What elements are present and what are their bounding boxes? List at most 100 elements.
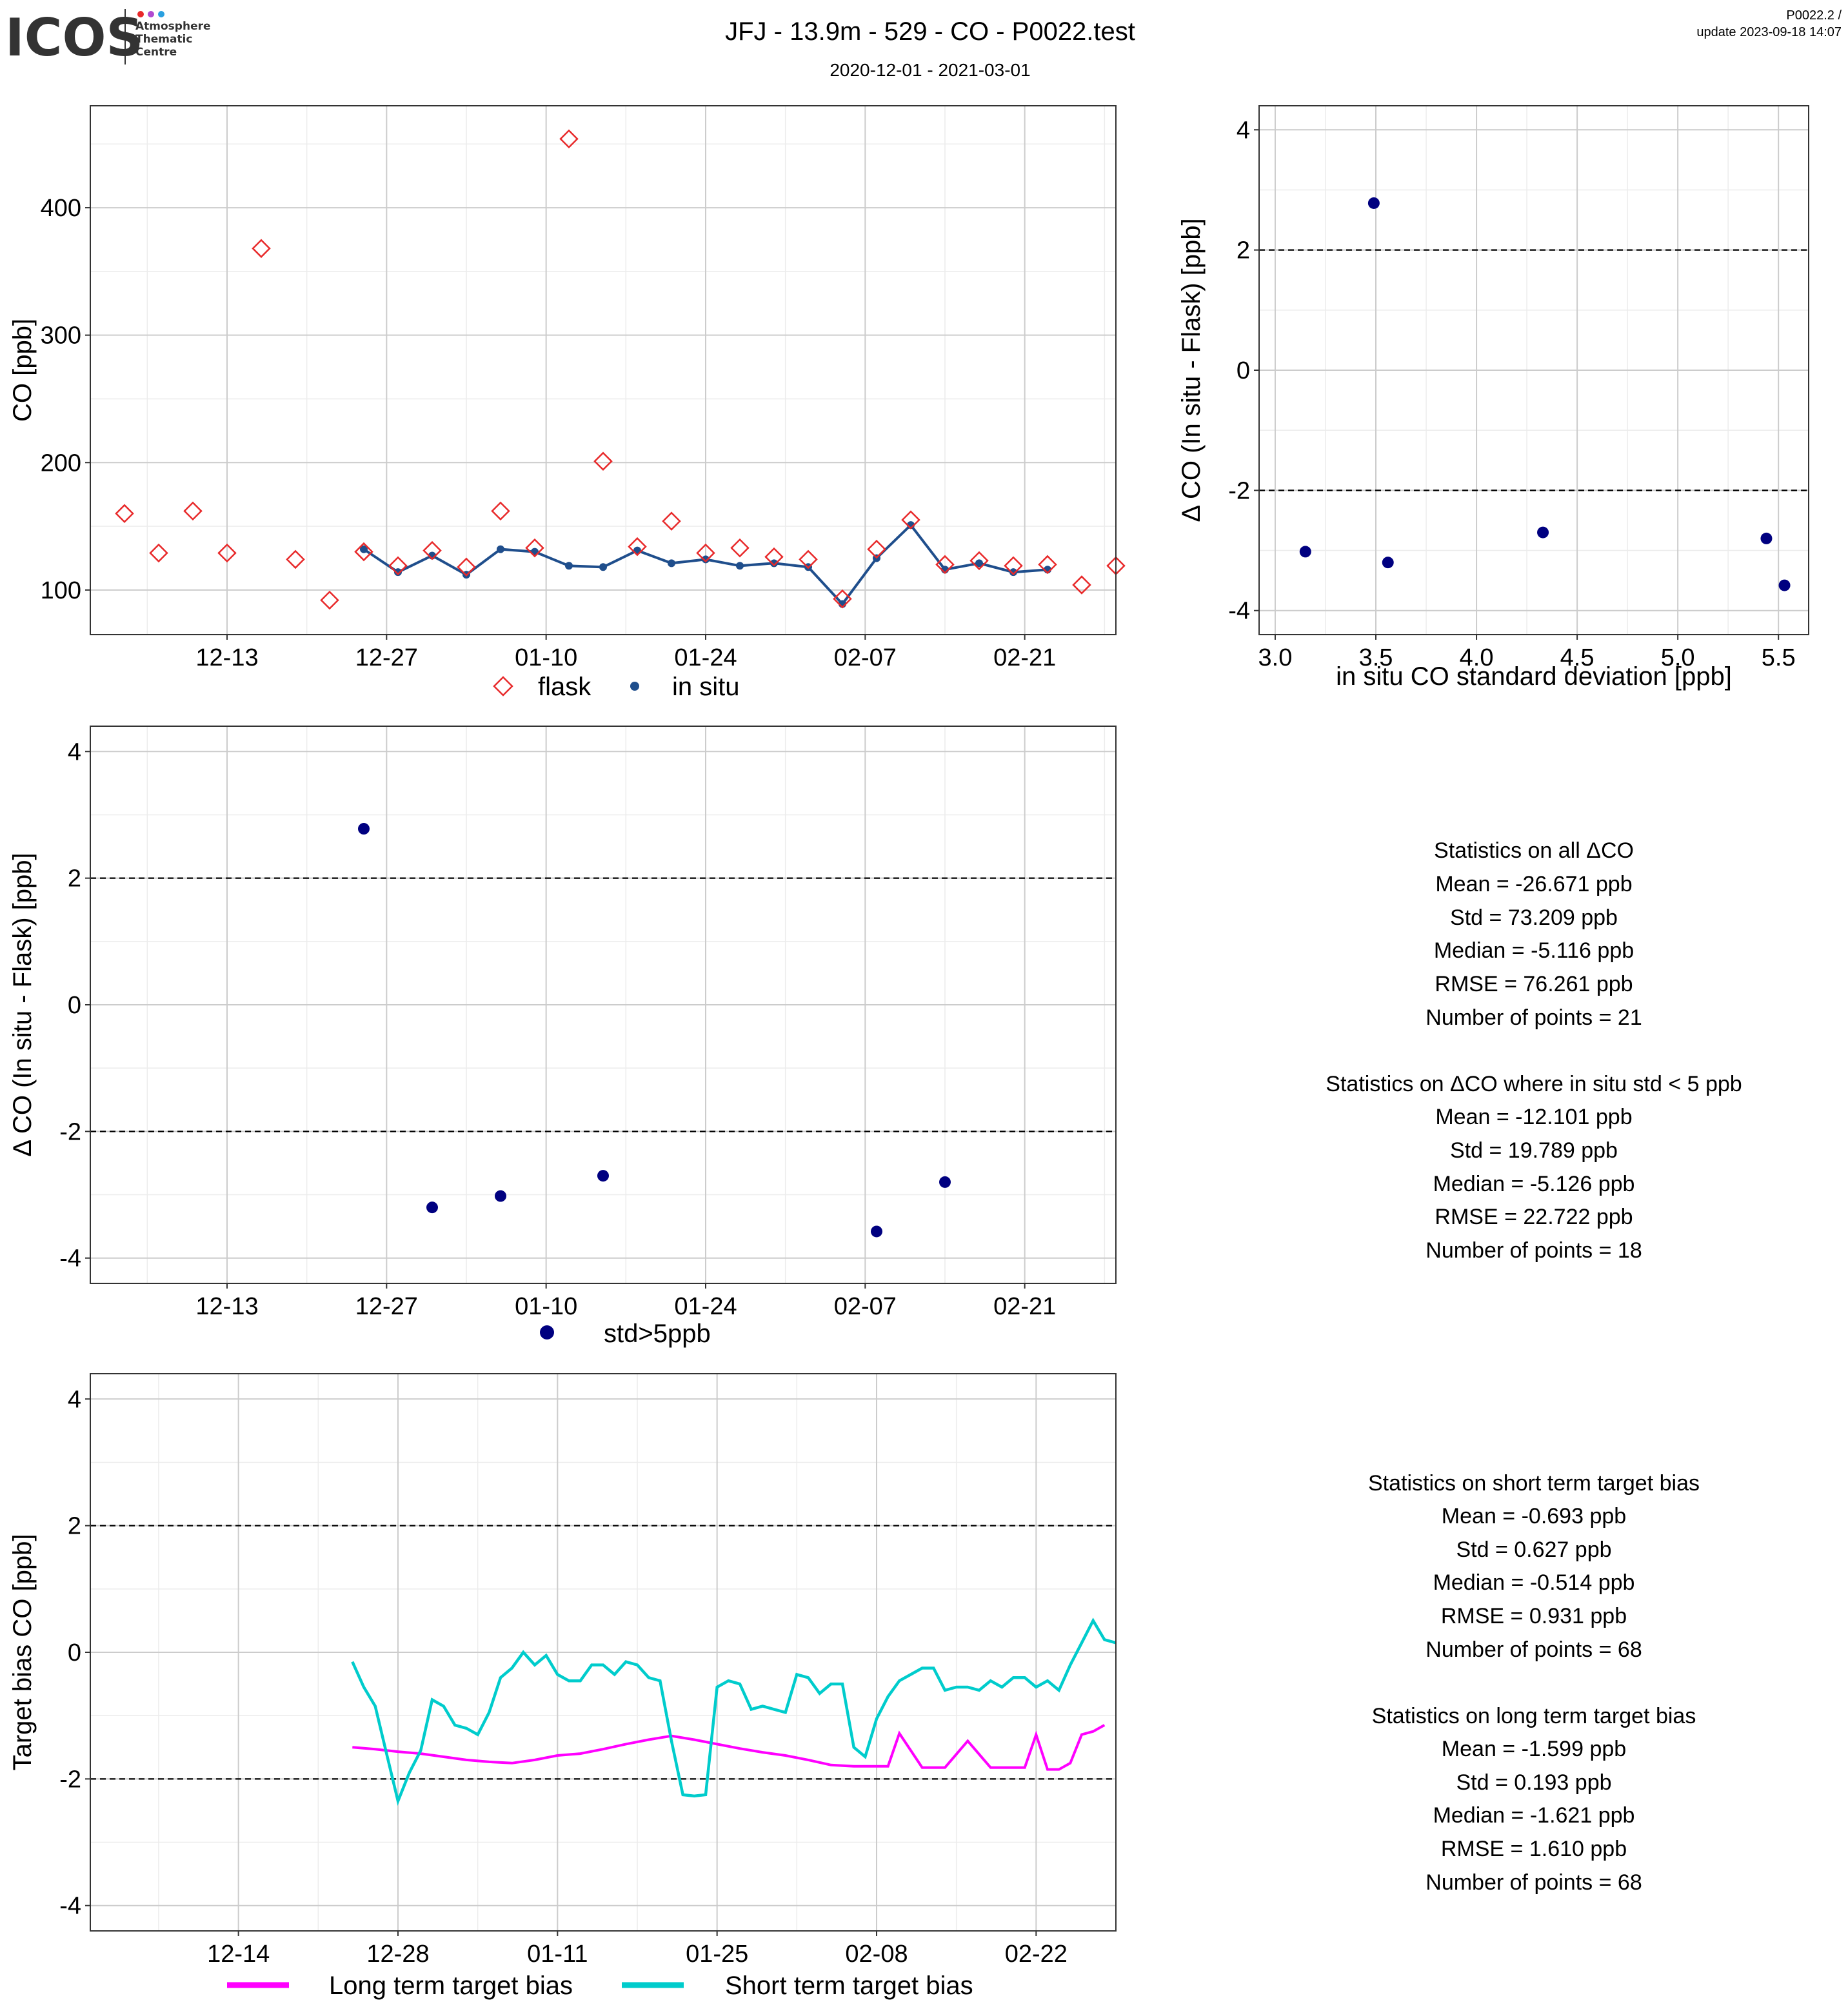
flask-point xyxy=(149,543,168,563)
x-tick-label: 12-13 xyxy=(195,1293,258,1320)
icos-logo: ICOS Atmosphere Thematic Centre xyxy=(5,8,211,68)
stats-line: Mean = -0.693 ppb xyxy=(1442,1504,1626,1528)
x-tick-label: 02-22 xyxy=(1005,1941,1068,1968)
stats-line: Std = 0.193 ppb xyxy=(1456,1770,1611,1795)
panel-delta-vs-time: -4 -2 0 2 4 12-13 12-27 01-10 01-24 02-07 02-21 Δ … xyxy=(8,726,1117,1348)
stats-line: Median = -1.621 ppb xyxy=(1433,1803,1635,1828)
logo-sub-3: Centre xyxy=(135,46,177,59)
delta-point xyxy=(1537,526,1549,539)
flask-point xyxy=(1038,555,1057,575)
stats-line: RMSE = 1.610 ppb xyxy=(1441,1837,1627,1861)
insitu-point xyxy=(394,568,402,577)
x-tick-label: 01-11 xyxy=(527,1941,588,1968)
x-tick-label: 02-21 xyxy=(993,644,1056,671)
delta-point xyxy=(426,1201,438,1214)
flask-point xyxy=(799,549,818,569)
ylabel-target-bias: Target bias CO [ppb] xyxy=(8,1534,37,1771)
insitu-point xyxy=(770,559,778,568)
ticks-timeseries: 100 200 300 400 12-13 12-27 01-10 01-24 02-07 02-… xyxy=(41,195,1057,671)
y-tick-label: -2 xyxy=(59,1118,81,1145)
flask-point xyxy=(252,239,271,259)
series-delta-vs-std xyxy=(1299,197,1791,591)
flask-point xyxy=(833,589,852,609)
y-tick-label: -4 xyxy=(59,1893,81,1920)
legend-flask-label: flask xyxy=(538,673,591,701)
flask-point xyxy=(183,501,203,521)
insitu-point xyxy=(668,559,675,568)
flask-point xyxy=(286,549,305,569)
y-tick-label: -2 xyxy=(1228,477,1250,504)
y-tick-label: 300 xyxy=(41,322,81,350)
insitu-point xyxy=(736,562,744,570)
flask-point xyxy=(662,511,681,531)
delta-point xyxy=(1367,197,1380,209)
ticks-delta-vs-time: -4 -2 0 2 4 12-13 12-27 01-10 01-24 02-07 02-21 xyxy=(59,738,1056,1320)
flask-point xyxy=(730,538,750,558)
grid-target-bias xyxy=(90,1374,1117,1931)
y-tick-label: 4 xyxy=(68,1386,81,1413)
y-tick-label: 2 xyxy=(68,865,81,893)
y-tick-label: 400 xyxy=(41,195,81,222)
stats-all-delta: Statistics on all ΔCO Mean = -26.671 ppb… xyxy=(1426,838,1642,1030)
series-delta-vs-time xyxy=(358,823,951,1238)
delta-point xyxy=(1299,546,1311,558)
y-tick-label: 0 xyxy=(68,1639,81,1666)
stats-filtered-delta: Statistics on ΔCO where in situ std < 5 … xyxy=(1326,1072,1742,1263)
flask-point xyxy=(867,539,886,559)
x-tick-label: 12-28 xyxy=(366,1941,429,1968)
ticks-delta-vs-std: -4 -2 0 2 4 3.0 3.5 4.0 4.5 5.0 5.5 xyxy=(1228,117,1795,671)
legend-long-term-label: Long term target bias xyxy=(329,1972,573,2000)
y-tick-label: -4 xyxy=(1228,598,1250,625)
legend-target-bias: Long term target bias Short term target … xyxy=(227,1972,973,2000)
flask-point xyxy=(320,590,339,610)
grid-delta-vs-time xyxy=(90,726,1116,1283)
stats-line: Number of points = 21 xyxy=(1426,1005,1642,1030)
x-tick-label: 02-07 xyxy=(834,644,897,671)
stats-short-term: Statistics on short term target bias Mea… xyxy=(1368,1471,1700,1662)
flask-point xyxy=(457,557,476,577)
y-tick-label: 0 xyxy=(68,992,81,1019)
x-tick-label: 01-10 xyxy=(515,644,577,671)
series-timeseries xyxy=(115,129,1126,610)
stats-line: Mean = -1.599 ppb xyxy=(1442,1737,1626,1761)
logo-text: ICOS xyxy=(5,8,143,68)
flask-point xyxy=(1072,575,1091,595)
insitu-point xyxy=(1009,568,1017,577)
stats-line: Median = -5.126 ppb xyxy=(1433,1172,1635,1196)
stats-heading: Statistics on all ΔCO xyxy=(1434,838,1634,863)
legend-std-label: std>5ppb xyxy=(604,1320,711,1348)
stats-line: RMSE = 22.722 ppb xyxy=(1435,1205,1633,1229)
grid-timeseries xyxy=(90,106,1116,635)
flask-point xyxy=(559,129,579,149)
logo-dot-1 xyxy=(137,11,144,17)
x-tick-label: 3.5 xyxy=(1359,644,1393,671)
legend-flask-marker xyxy=(493,676,513,697)
x-tick-label: 12-27 xyxy=(355,1293,418,1320)
flask-point xyxy=(764,547,784,567)
x-tick-label: 5.5 xyxy=(1762,644,1796,671)
flask-point xyxy=(422,540,442,560)
short-term-bias-line xyxy=(351,1617,1117,1806)
delta-point xyxy=(1382,557,1394,569)
stats-line: Median = -0.514 ppb xyxy=(1433,1570,1635,1595)
flask-point xyxy=(628,537,647,557)
x-tick-label: 4.5 xyxy=(1560,644,1595,671)
stats-line: RMSE = 0.931 ppb xyxy=(1441,1604,1627,1628)
insitu-point xyxy=(565,562,573,570)
logo-dot-2 xyxy=(148,11,154,17)
y-tick-label: 2 xyxy=(1237,237,1250,264)
x-tick-label: 4.0 xyxy=(1460,644,1494,671)
flask-point xyxy=(354,542,373,562)
y-tick-label: -2 xyxy=(59,1766,81,1793)
insitu-point xyxy=(975,559,983,568)
stats-line: Std = 19.789 ppb xyxy=(1450,1138,1618,1163)
flask-point xyxy=(217,543,237,563)
stats-line: Number of points = 68 xyxy=(1426,1637,1642,1662)
logo-sub-1: Atmosphere xyxy=(135,20,211,33)
legend-timeseries: flask in situ xyxy=(493,673,740,701)
y-tick-label: 4 xyxy=(1237,117,1250,144)
panel-target-bias: -4 -2 0 2 4 12-14 12-28 01-11 01-25 02-08 02-22 Ta… xyxy=(8,1373,1117,2000)
x-tick-label: 12-13 xyxy=(195,644,258,671)
x-tick-label: 01-10 xyxy=(515,1293,577,1320)
x-tick-label: 5.0 xyxy=(1661,644,1695,671)
